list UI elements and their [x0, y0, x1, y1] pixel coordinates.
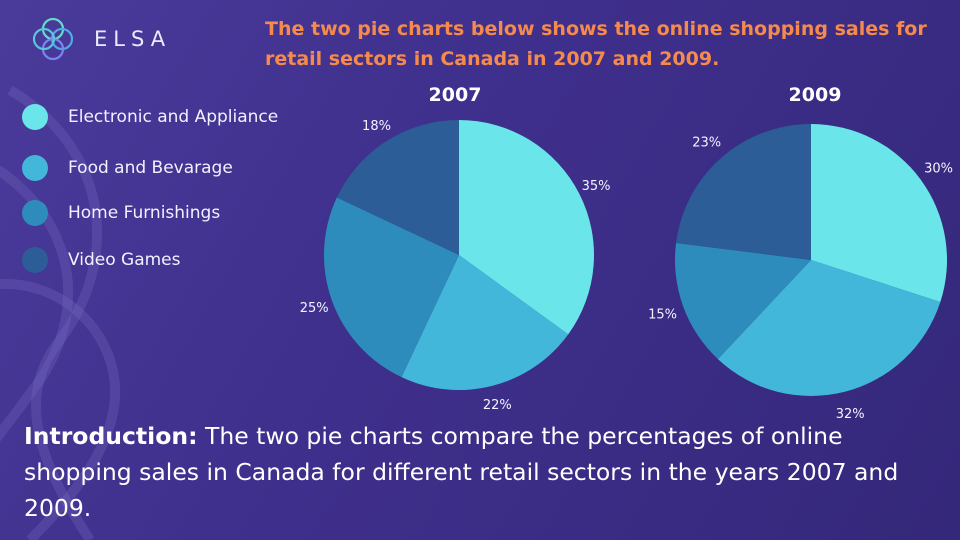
legend-swatch: [22, 247, 48, 273]
elsa-logo-icon: [32, 17, 74, 61]
brand-logo: ELSA: [26, 12, 171, 66]
pie-slice: [674, 242, 811, 360]
legend-item-food: Food and Bevarage: [22, 155, 233, 181]
legend-swatch: [22, 104, 48, 130]
pie-slice: [324, 197, 459, 378]
pie-title: 2007: [429, 84, 482, 106]
pie-data-label: 23%: [692, 136, 721, 151]
introduction-paragraph: Introduction: The two pie charts compare…: [24, 418, 949, 526]
intro-body: The two pie charts compare the percentag…: [24, 422, 899, 522]
legend-swatch: [22, 155, 48, 181]
legend-item-home: Home Furnishings: [22, 200, 220, 226]
legend-item-video: Video Games: [22, 247, 181, 273]
pie-slice: [401, 255, 569, 390]
pie-data-label: 25%: [300, 301, 329, 316]
legend-label: Food and Bevarage: [68, 158, 233, 178]
legend-item-electronic: Electronic and Appliance: [22, 104, 278, 130]
pie-slice: [459, 120, 595, 335]
pie-slice: [676, 123, 811, 260]
pie-chart-2007: 2007 35% 22% 25% 18%: [300, 84, 611, 413]
legend-swatch: [22, 200, 48, 226]
pie-data-label: 22%: [483, 398, 512, 413]
pie-data-label: 18%: [362, 119, 391, 134]
intro-lead: Introduction:: [24, 422, 198, 450]
legend-label: Video Games: [68, 250, 181, 270]
pie-title: 2009: [789, 84, 842, 106]
legend-label: Home Furnishings: [68, 203, 221, 223]
pie-data-label: 15%: [648, 307, 677, 322]
pie-slice: [336, 119, 459, 255]
pie-chart-2009: 2009 30% 32% 15% 23%: [648, 84, 953, 422]
pie-slice: [811, 124, 947, 303]
headline: The two pie charts below shows the onlin…: [265, 18, 927, 70]
pie-slice: [717, 260, 941, 396]
pie-data-label: 32%: [836, 407, 865, 422]
legend-label: Electronic and Appliance: [68, 107, 279, 127]
pie-data-label: 30%: [924, 161, 953, 176]
brand-name: ELSA: [94, 27, 172, 51]
pie-data-label: 35%: [582, 179, 611, 194]
